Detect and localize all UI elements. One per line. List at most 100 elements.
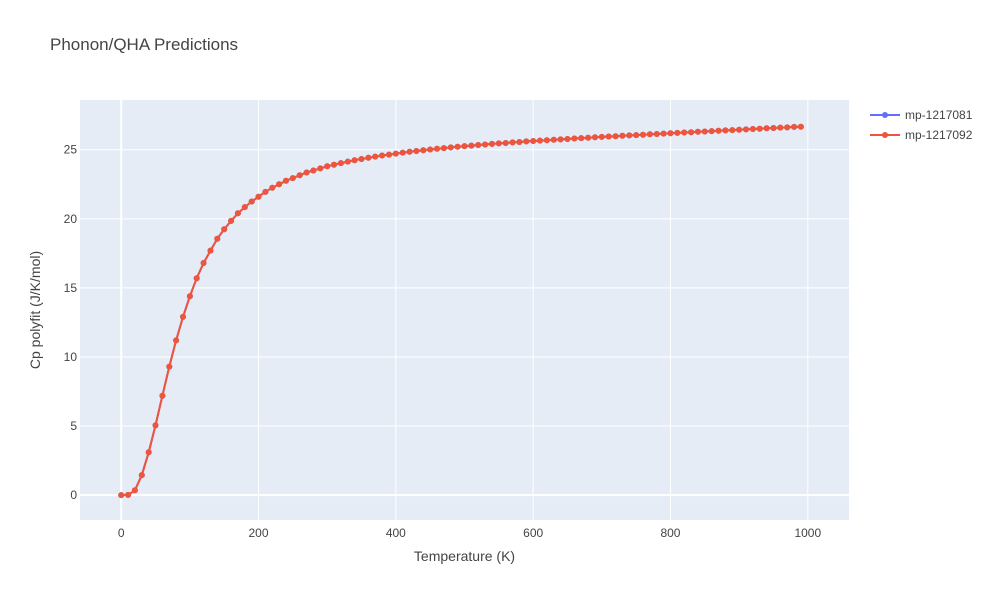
- legend[interactable]: mp-1217081 mp-1217092: [870, 108, 973, 142]
- x-axis-title: Temperature (K): [414, 548, 515, 564]
- data-point: [516, 139, 523, 145]
- data-point: [770, 125, 777, 131]
- data-point: [221, 226, 228, 233]
- data-point: [640, 131, 646, 138]
- chart-title: Phonon/QHA Predictions: [50, 35, 238, 54]
- data-point: [598, 133, 605, 140]
- data-point: [694, 128, 701, 135]
- x-tick-label: 0: [118, 526, 125, 540]
- data-point: [440, 145, 447, 152]
- data-point: [241, 204, 248, 211]
- y-tick-label: 25: [64, 143, 78, 157]
- data-point: [454, 143, 461, 150]
- data-point: [358, 156, 365, 162]
- data-point: [667, 130, 674, 137]
- x-tick-label: 1000: [794, 526, 821, 540]
- data-point: [276, 181, 283, 188]
- data-point: [784, 124, 791, 131]
- data-point: [296, 172, 303, 179]
- data-point: [749, 126, 756, 132]
- data-point: [166, 363, 173, 370]
- data-point: [255, 193, 262, 200]
- data-point: [447, 144, 454, 151]
- data-point: [461, 143, 468, 150]
- data-point: [564, 136, 571, 142]
- data-point: [152, 422, 159, 429]
- data-point: [537, 137, 543, 144]
- data-point: [234, 210, 241, 217]
- data-point: [173, 337, 180, 344]
- data-point: [379, 152, 386, 159]
- data-point: [214, 235, 221, 242]
- data-point: [688, 129, 695, 136]
- legend-item[interactable]: mp-1217092: [870, 128, 973, 142]
- data-point: [475, 142, 482, 148]
- data-point: [729, 127, 736, 134]
- data-point: [530, 138, 537, 144]
- data-point: [351, 157, 358, 164]
- data-point: [791, 123, 798, 130]
- data-point: [708, 128, 715, 135]
- data-point: [660, 130, 667, 137]
- data-point: [283, 177, 289, 184]
- data-point: [131, 487, 138, 494]
- y-tick-label: 20: [64, 212, 78, 226]
- data-point: [118, 492, 125, 499]
- data-point: [502, 140, 509, 146]
- data-point: [269, 184, 276, 191]
- y-axis-title: Cp polyfit (J/K/mol): [27, 251, 43, 369]
- data-point: [392, 150, 399, 157]
- data-point: [612, 133, 619, 140]
- data-point: [482, 141, 489, 148]
- data-point: [653, 131, 660, 137]
- data-point: [701, 128, 708, 135]
- data-point: [331, 161, 337, 168]
- data-point: [550, 136, 557, 143]
- legend-label: mp-1217081: [905, 108, 973, 122]
- data-point: [509, 139, 516, 146]
- data-point: [125, 491, 132, 498]
- data-point: [138, 472, 145, 479]
- data-point: [468, 142, 475, 149]
- data-point: [722, 127, 729, 134]
- data-point: [736, 126, 743, 133]
- data-point: [646, 131, 653, 138]
- y-tick-label: 10: [64, 350, 78, 364]
- data-point: [248, 198, 255, 205]
- legend-swatch-marker: [882, 112, 888, 118]
- data-point: [337, 160, 344, 167]
- data-point: [557, 136, 564, 143]
- y-tick-label: 5: [70, 419, 77, 433]
- data-point: [626, 132, 633, 139]
- data-point: [605, 133, 612, 140]
- data-point: [543, 137, 550, 144]
- data-point: [413, 148, 420, 154]
- data-point: [743, 126, 749, 133]
- series-mp-1217092: [118, 123, 804, 499]
- data-point: [571, 135, 578, 142]
- data-point: [619, 132, 626, 139]
- data-point: [186, 293, 193, 300]
- data-point: [420, 147, 427, 154]
- data-point: [756, 125, 763, 132]
- legend-label: mp-1217092: [905, 128, 973, 142]
- data-point: [777, 124, 784, 131]
- legend-item[interactable]: mp-1217081: [870, 108, 973, 122]
- data-point: [344, 158, 351, 165]
- grid: [80, 100, 849, 520]
- data-point: [207, 247, 214, 254]
- data-point: [310, 167, 317, 174]
- data-point: [763, 125, 770, 132]
- data-point: [674, 129, 681, 136]
- y-tick-label: 0: [70, 488, 77, 502]
- data-point: [372, 153, 379, 160]
- data-point: [523, 138, 530, 145]
- data-point: [585, 134, 592, 141]
- data-point: [386, 151, 392, 158]
- data-point: [489, 140, 495, 147]
- data-point: [200, 260, 207, 266]
- data-point: [434, 145, 440, 152]
- data-point: [427, 146, 434, 153]
- series-layer: [118, 123, 804, 499]
